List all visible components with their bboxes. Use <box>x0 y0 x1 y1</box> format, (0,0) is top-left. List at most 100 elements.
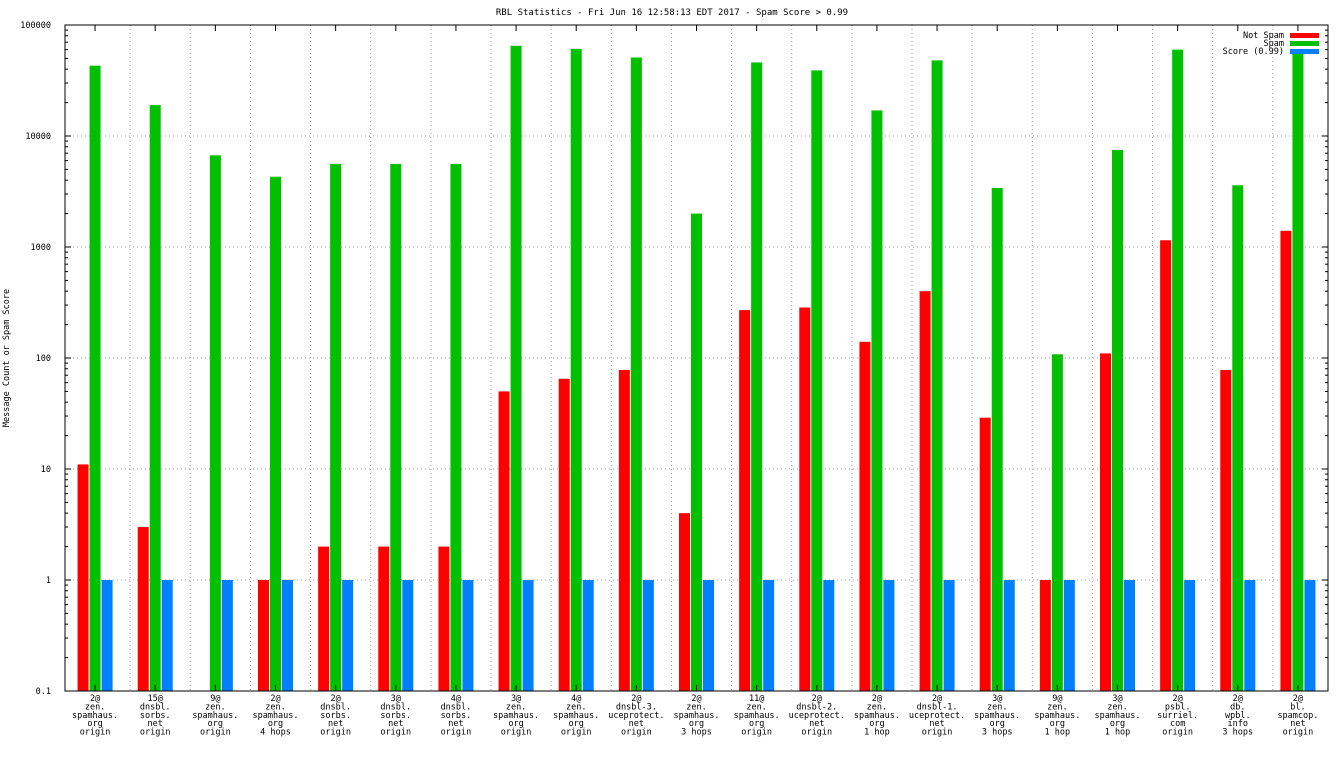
axis-ticks: 0.1 1 10 100 1000 10000 100000 <box>20 21 1328 697</box>
bar-spam <box>630 57 642 691</box>
y-tick-label: 100 <box>36 354 51 364</box>
bar-score-0-99 <box>1184 580 1196 691</box>
bar-not-spam <box>799 307 811 691</box>
bar-score-0-99 <box>1244 580 1256 691</box>
bar-spam <box>871 110 883 691</box>
category-label-line: spamhaus. <box>673 711 719 721</box>
category-label-line: origin <box>561 728 592 738</box>
category-label-line: 1 hop <box>1045 728 1071 738</box>
category-label-line: sorbs. <box>140 711 171 721</box>
bar-not-spam <box>979 417 991 691</box>
category-label-line: 2@ <box>872 694 882 704</box>
bar-spam <box>1051 354 1063 691</box>
bar-spam <box>330 163 342 692</box>
category-label-line: zen. <box>205 702 225 712</box>
category-label-line: bl. <box>1290 702 1305 712</box>
category-label-line: wpbl. <box>1225 711 1251 721</box>
category-label-line: 2@ <box>331 694 341 704</box>
category-label-line: 4@ <box>571 694 581 704</box>
legend-swatch <box>1290 49 1319 54</box>
category-label-line: zen. <box>566 702 586 712</box>
category-label-line: spamhaus. <box>734 711 780 721</box>
bar-not-spam <box>438 546 450 691</box>
y-tick-label: 0.1 <box>36 687 51 697</box>
category-label-line: org <box>87 719 102 729</box>
chart-title: RBL Statistics - Fri Jun 16 12:58:13 EDT… <box>496 8 848 18</box>
category-label-line: 1 hop <box>864 728 890 738</box>
bar-not-spam <box>679 513 690 691</box>
bar-spam <box>209 155 221 692</box>
category-label-line: 3@ <box>511 694 521 704</box>
bar-spam <box>149 105 161 691</box>
category-label-line: 3 hops <box>1222 728 1253 738</box>
category-label-line: origin <box>380 728 411 738</box>
category-label-line: spamhaus. <box>72 711 118 721</box>
bars <box>77 45 1316 692</box>
category-label-line: zen. <box>85 702 105 712</box>
category-label-line: spamhaus. <box>252 711 298 721</box>
category-label-line: origin <box>80 728 111 738</box>
category-label-line: 3 hops <box>681 728 712 738</box>
bar-spam <box>450 163 462 692</box>
bar-spam <box>751 62 763 691</box>
bar-score-0-99 <box>402 580 414 691</box>
category-label-line: zen. <box>265 702 285 712</box>
category-label-line: org <box>569 719 584 729</box>
category-label-line: net <box>1290 719 1305 729</box>
category-label-line: origin <box>922 728 953 738</box>
category-label-line: org <box>508 719 523 729</box>
category-label-line: 2@ <box>90 694 100 704</box>
category-label-line: net <box>629 719 644 729</box>
bar-not-spam <box>1100 353 1111 691</box>
bar-not-spam <box>77 464 89 691</box>
category-label-line: spamhaus. <box>553 711 599 721</box>
category-label-line: 9@ <box>210 694 220 704</box>
category-label-line: dnsbl. <box>320 702 351 712</box>
category-label-line: origin <box>1283 728 1314 738</box>
y-axis-label: Message Count or Spam Score <box>2 289 12 427</box>
category-label-line: 2@ <box>812 694 822 704</box>
category-label-line: 2@ <box>1173 694 1183 704</box>
category-label-line: 2@ <box>270 694 280 704</box>
category-label-line: sorbs. <box>320 711 351 721</box>
bar-not-spam <box>1039 580 1051 691</box>
category-labels: 2@zen.spamhaus.orgorigin15@dnsbl.sorbs.n… <box>72 694 1318 738</box>
bar-spam <box>991 188 1003 691</box>
category-label-line: org <box>990 719 1005 729</box>
bar-spam <box>1172 49 1184 692</box>
category-label-line: origin <box>741 728 772 738</box>
category-label-line: zen. <box>506 702 526 712</box>
bar-score-0-99 <box>101 580 113 691</box>
bar-score-0-99 <box>883 580 895 691</box>
bar-not-spam <box>258 580 269 691</box>
category-label-line: org <box>749 719 764 729</box>
category-label-line: dnsbl-1. <box>917 702 958 712</box>
category-label-line: spamhaus. <box>1094 711 1140 721</box>
category-label-line: 2@ <box>691 694 701 704</box>
category-label-line: 1 hop <box>1105 728 1131 738</box>
category-label-line: org <box>1050 719 1065 729</box>
category-label-line: psbl. <box>1165 702 1191 712</box>
category-label-line: net <box>148 719 163 729</box>
category-label-line: 15@ <box>148 694 163 704</box>
category-label-line: 2@ <box>932 694 942 704</box>
category-label-line: net <box>929 719 944 729</box>
bar-spam <box>1292 52 1304 691</box>
bar-spam <box>811 70 823 691</box>
category-label-line: 9@ <box>1052 694 1062 704</box>
bar-score-0-99 <box>522 580 534 691</box>
legend-swatch <box>1290 41 1319 46</box>
bar-score-0-99 <box>462 580 474 691</box>
bar-not-spam <box>318 546 330 691</box>
category-label-line: spamhaus. <box>974 711 1020 721</box>
bar-score-0-99 <box>582 580 594 691</box>
category-label-line: spamhaus. <box>192 711 238 721</box>
bar-score-0-99 <box>282 580 293 691</box>
category-label-line: origin <box>621 728 652 738</box>
bar-spam <box>931 60 943 692</box>
category-label-line: com <box>1170 719 1185 729</box>
category-label-line: uceprotect. <box>789 711 845 721</box>
category-label-line: dnsbl. <box>140 702 171 712</box>
category-label-line: info <box>1228 719 1248 729</box>
